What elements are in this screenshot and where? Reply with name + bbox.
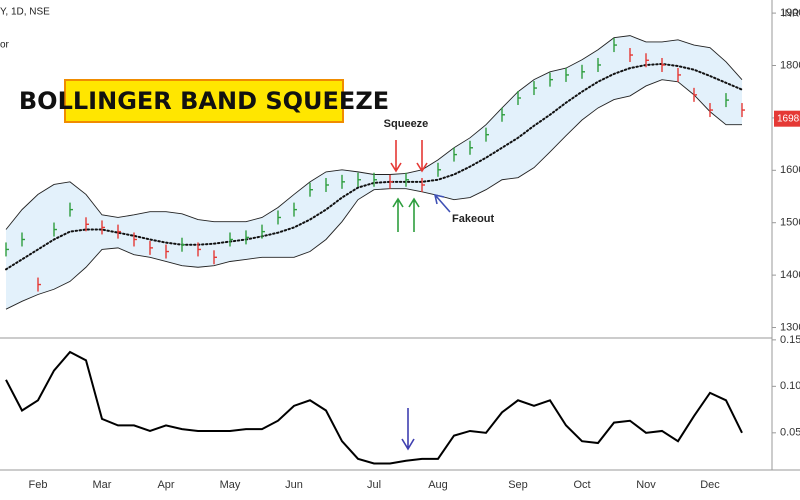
- y-tick-label: 19000: [780, 7, 800, 19]
- band-fill: [6, 35, 742, 310]
- band-line: [5, 79, 742, 310]
- blue-arrow: [401, 408, 415, 451]
- chart-subheader: or: [0, 40, 10, 51]
- y-tick-label: 18000: [780, 59, 800, 71]
- last-price-label: 16985: [777, 113, 800, 124]
- y-tick-label: 0.10: [780, 380, 800, 392]
- green-arrow: [392, 197, 404, 232]
- fakeout-annotation: Fakeout: [452, 213, 495, 225]
- y-tick-label: 14000: [780, 269, 800, 281]
- chart-title: BOLLINGER BAND SQUEEZE: [19, 87, 389, 115]
- y-tick-label: 0.15: [780, 334, 800, 346]
- x-tick-label: Dec: [700, 479, 720, 491]
- x-tick-label: Jul: [367, 479, 381, 491]
- y-tick-label: 16000: [780, 164, 800, 176]
- x-tick-label: Aug: [428, 479, 448, 491]
- y-tick-label: 13000: [780, 321, 800, 333]
- x-tick-label: Oct: [573, 479, 590, 491]
- green-arrow: [408, 197, 420, 232]
- bandwidth-line: [5, 350, 743, 465]
- x-tick-label: Jun: [285, 479, 303, 491]
- x-tick-label: May: [220, 479, 241, 491]
- title-box: [64, 79, 344, 123]
- arrows: [390, 140, 451, 451]
- last-price-tag: [774, 110, 800, 127]
- blue-arrow: [433, 193, 451, 213]
- red-arrow: [416, 140, 428, 173]
- x-tick-label: Feb: [29, 479, 48, 491]
- x-tick-label: Nov: [636, 479, 656, 491]
- x-tick-label: Apr: [157, 479, 174, 491]
- y-tick-label: 0.05: [780, 427, 800, 439]
- x-tick-label: Sep: [508, 479, 528, 491]
- red-arrow: [390, 140, 402, 173]
- chart-header: Y, 1D, NSE: [0, 7, 50, 18]
- currency-label: INR: [782, 9, 799, 20]
- squeeze-annotation: Squeeze: [384, 118, 429, 130]
- price-panel: [5, 35, 745, 310]
- x-tick-label: Mar: [93, 479, 112, 491]
- y-tick-label: 15000: [780, 217, 800, 229]
